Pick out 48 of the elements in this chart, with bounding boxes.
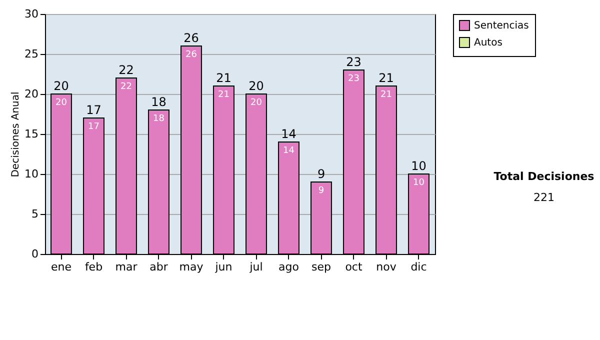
text: 221 bbox=[532, 191, 556, 204]
x-tick-label: dic bbox=[410, 260, 427, 274]
x-tick-label: ago bbox=[278, 260, 300, 274]
total-label: 9 bbox=[317, 167, 326, 181]
x-tick-label: nov bbox=[376, 260, 397, 274]
data-label: 20 bbox=[56, 98, 68, 108]
y-tick-label: 15 bbox=[24, 128, 38, 140]
total-label: 20 bbox=[54, 79, 69, 93]
total-label: 23 bbox=[346, 55, 362, 69]
x-tick-label: jul bbox=[248, 260, 263, 274]
total-label: 18 bbox=[151, 95, 166, 109]
x-tick-label: oct bbox=[345, 260, 363, 274]
total-label: 10 bbox=[411, 159, 426, 173]
x-tick-label: abr bbox=[150, 260, 168, 274]
y-tick-label: 5 bbox=[32, 208, 38, 220]
legend-label: Sentencias bbox=[474, 20, 529, 32]
data-label: 18 bbox=[153, 114, 165, 124]
data-label: 10 bbox=[413, 178, 425, 188]
data-label: 14 bbox=[283, 146, 295, 156]
total-label: 20 bbox=[248, 79, 264, 93]
data-label: 9 bbox=[318, 186, 324, 196]
y-tick-label: 20 bbox=[24, 88, 38, 100]
total-label: 14 bbox=[281, 127, 296, 141]
x-tick-label: mar bbox=[115, 260, 138, 274]
total-label: 17 bbox=[86, 103, 102, 117]
x-tick-label: feb bbox=[84, 260, 103, 274]
y-axis-title: Decisiones Anual bbox=[10, 92, 22, 178]
x-tick-label: sep bbox=[312, 260, 332, 274]
x-tick-label: may bbox=[179, 260, 204, 274]
data-label: 17 bbox=[88, 122, 100, 132]
data-label: 21 bbox=[218, 90, 230, 100]
data-label: 23 bbox=[348, 74, 360, 84]
total-label: 21 bbox=[216, 71, 232, 85]
data-label: 21 bbox=[380, 90, 392, 100]
data-label: 22 bbox=[120, 82, 132, 92]
y-tick-label: 0 bbox=[32, 248, 38, 260]
y-tick-label: 30 bbox=[24, 8, 38, 20]
x-tick-label: ene bbox=[50, 260, 72, 274]
legend-label: Autos bbox=[474, 38, 502, 48]
y-tick-label: 25 bbox=[24, 48, 38, 60]
data-label: 20 bbox=[250, 98, 262, 108]
data-label: 26 bbox=[186, 50, 198, 60]
text: Total Decisiones bbox=[492, 170, 596, 183]
total-label: 26 bbox=[184, 31, 199, 45]
y-tick-label: 10 bbox=[24, 168, 38, 180]
x-tick-label: jun bbox=[214, 260, 232, 274]
total-label: 21 bbox=[378, 71, 394, 85]
total-label: 22 bbox=[118, 63, 134, 77]
